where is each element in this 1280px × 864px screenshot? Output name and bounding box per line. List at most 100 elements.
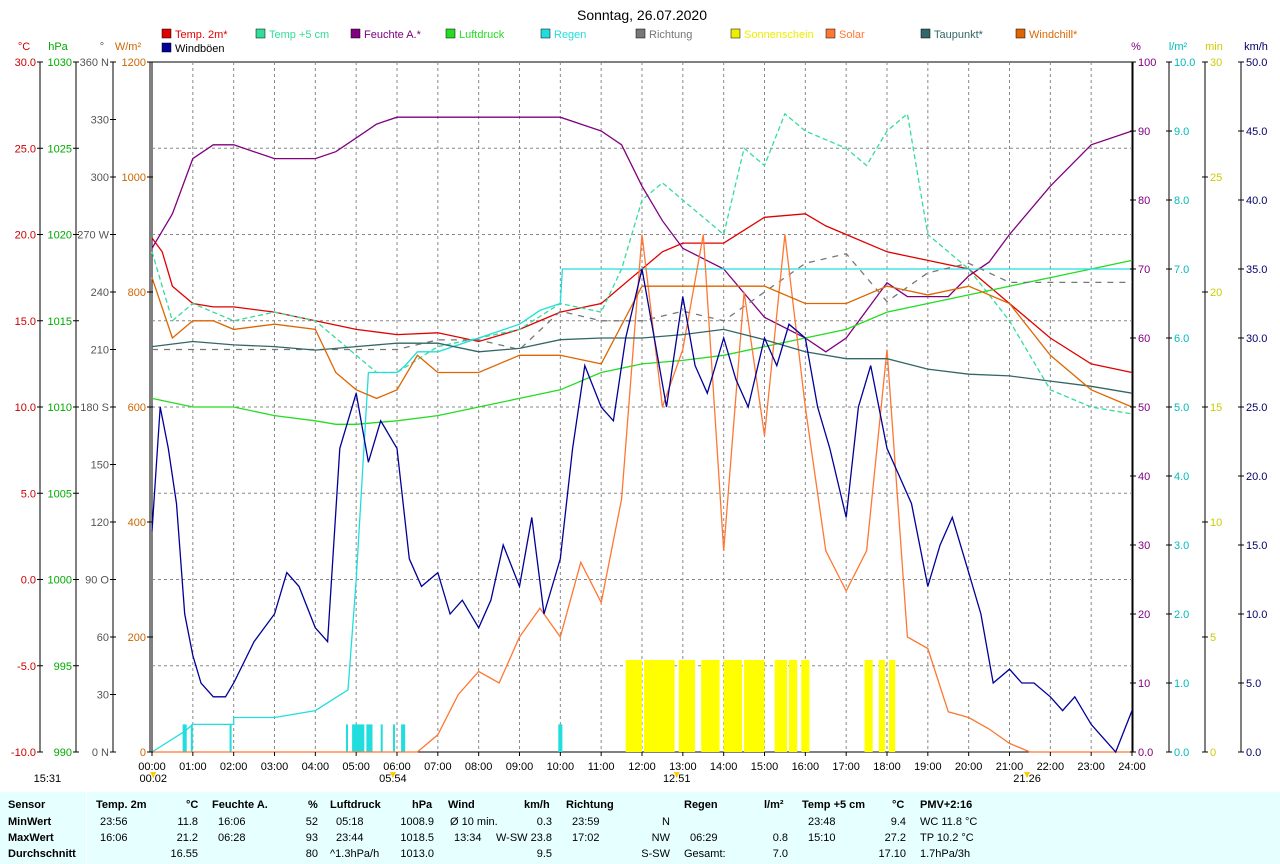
legend-swatch (161, 42, 172, 53)
rain-bar (558, 724, 563, 752)
x-tick-label: 08:00 (465, 761, 493, 773)
legend-label: Taupunkt* (934, 29, 984, 41)
tick-label: 15 (1210, 402, 1222, 414)
stats-label-max: MaxWert (8, 832, 54, 844)
stats-trend: ^1.3hPa/h (330, 848, 380, 860)
tick-label: 0.0 (21, 575, 36, 587)
tick-label: 210 (91, 345, 109, 357)
axis-unit: W/m² (115, 41, 142, 53)
legend-swatch (161, 28, 172, 39)
chart-title: Sonntag, 26.07.2020 (577, 7, 707, 23)
tick-label: 70 (1138, 264, 1150, 276)
stats-wind: Wind km/h Ø 10 min. 0.3 13:34 W-SW 23.8 … (444, 792, 558, 864)
legend: Temp. 2m* Temp +5 cm Feuchte A.* Luftdruck R… (161, 28, 1078, 55)
rain-bar (229, 724, 232, 752)
x-tick-label: 14:00 (710, 761, 738, 773)
tick-label: 7.0 (1174, 264, 1189, 276)
tick-label: 150 (91, 460, 109, 472)
legend-label: Windböen (175, 43, 225, 55)
sunshine-bar (644, 660, 675, 752)
rain-bar (345, 724, 348, 752)
stats-value: WC 11.8 °C (920, 816, 978, 828)
legend-swatch (350, 28, 361, 39)
tick-label: 10.0 (1174, 57, 1195, 69)
stats-unit: hPa (412, 799, 433, 811)
bars (182, 660, 896, 752)
stats-value: 21.2 (176, 832, 198, 844)
rain-bar (401, 724, 406, 752)
stats-richtung: Richtung 23:59 N 17:02 NW S-SW (562, 792, 676, 864)
stats-header: Feuchte A. (212, 799, 268, 811)
tick-label: 10 (1138, 678, 1150, 690)
stats-value: NW (651, 832, 670, 844)
stats-label-avg: Durchschnitt (8, 848, 76, 860)
time-marker-icon (150, 772, 157, 778)
stats-time: 23:48 (808, 816, 836, 828)
stats-time: 16:06 (100, 832, 128, 844)
tick-label: 30.0 (1246, 333, 1267, 345)
x-tick-label: 13:00 (669, 761, 697, 773)
tick-label: 995 (54, 661, 72, 673)
tick-label: 25.0 (15, 143, 36, 155)
stats-value: 52 (305, 816, 318, 828)
time-marker-icon (1024, 772, 1031, 778)
axis-unit: °C (18, 41, 30, 53)
series-line (151, 277, 1133, 408)
tick-label: 600 (128, 402, 146, 414)
stats-value: N (662, 816, 670, 828)
tick-label: 1010 (48, 402, 72, 414)
tick-label: 300 (91, 172, 109, 184)
tick-label: 10 (1210, 517, 1222, 529)
tick-label: 1.0 (1174, 678, 1189, 690)
stats-unit: °C (892, 799, 905, 811)
legend-swatch (825, 28, 836, 39)
legend-swatch (920, 28, 931, 39)
tick-label: 200 (128, 632, 146, 644)
tick-label: 0 (1210, 747, 1216, 759)
axis-unit: % (1131, 41, 1141, 53)
x-tick-label: 10:00 (547, 761, 575, 773)
x-tick-label: 12:00 (628, 761, 656, 773)
x-tick-label: 16:00 (792, 761, 820, 773)
tick-label: 6.0 (1174, 333, 1189, 345)
x-tick-label: 02:00 (220, 761, 248, 773)
tick-label: 0 N (92, 747, 109, 759)
x-tick-label: 05:00 (342, 761, 370, 773)
tick-label: 270 W (77, 230, 109, 242)
rain-bar (352, 724, 365, 752)
tick-label: 0.0 (1174, 747, 1189, 759)
rain-bar (392, 724, 395, 752)
stats-value: 1018.5 (400, 832, 434, 844)
x-tick-label: 23:00 (1077, 761, 1105, 773)
time-marker-icon (389, 772, 396, 778)
tick-label: 3.0 (1174, 540, 1189, 552)
stats-value: 23.8 (530, 832, 552, 844)
stats-temp5cm: Temp +5 cm °C 23:48 9.4 15:10 27.2 17.10 (798, 792, 912, 864)
tick-label: 25.0 (1246, 402, 1267, 414)
stats-value: 80 (305, 848, 318, 860)
stats-sensor: Sensor MinWert MaxWert Durchschnitt (0, 792, 87, 864)
tick-label: 100 (1138, 57, 1156, 69)
sunshine-bar (889, 660, 896, 752)
rain-bar (190, 724, 193, 752)
tick-label: 30.0 (15, 57, 36, 69)
x-tick-label: 15:00 (751, 761, 779, 773)
tick-label: 180 S (80, 402, 109, 414)
tick-label: 40 (1138, 471, 1150, 483)
tick-label: 5.0 (21, 488, 36, 500)
tick-label: 990 (54, 747, 72, 759)
stats-value: 27.2 (884, 832, 906, 844)
stats-header: Regen (684, 799, 718, 811)
x-tick-label: 17:00 (832, 761, 860, 773)
legend-swatch (635, 28, 646, 39)
stats-header: Wind (448, 799, 475, 811)
time-marker-label: 12:51 (663, 773, 691, 785)
tick-label: 10.0 (1246, 609, 1267, 621)
legend-label: Solar (839, 29, 865, 41)
stats-feuchte: Feuchte A. % 16:06 52 06:28 93 80 (208, 792, 324, 864)
x-tick-label: 21:00 (996, 761, 1024, 773)
tick-label: 50 (1138, 402, 1150, 414)
tick-label: 9.0 (1174, 126, 1189, 138)
tick-label: 15.0 (1246, 540, 1267, 552)
time-marker-label: 15:31 (34, 773, 62, 785)
